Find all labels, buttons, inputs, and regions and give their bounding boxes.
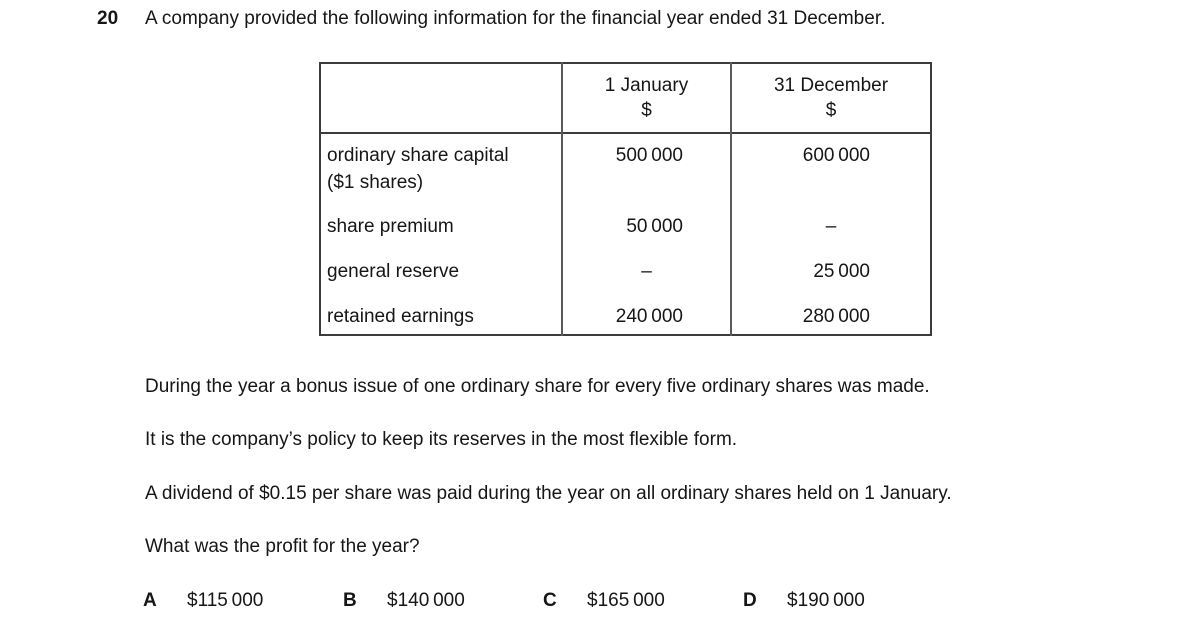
value-cell: 600 000: [730, 133, 931, 205]
option-d: D $190 000: [743, 589, 943, 613]
column-unit: $: [641, 100, 652, 121]
value-cell: 280 000: [730, 295, 931, 335]
option-c: C $165 000: [543, 589, 743, 613]
option-b: B $140 000: [343, 589, 543, 613]
row-label: ordinary share capital ($1 shares): [327, 145, 509, 193]
paragraph-reserves-policy: It is the company’s policy to keep its r…: [145, 429, 738, 450]
option-letter: B: [343, 590, 357, 611]
question-number: 20: [97, 8, 119, 29]
value-cell: –: [730, 205, 931, 250]
value-cell: 500 000: [561, 133, 731, 205]
column-label: 1 January: [604, 75, 689, 96]
question-prompt: What was the profit for the year?: [145, 536, 420, 557]
answer-options: A $115 000 B $140 000 C $165 000 D $190 …: [143, 589, 943, 613]
option-value: $190 000: [787, 590, 865, 611]
value-cell: 240 000: [561, 295, 731, 335]
question-text: A company provided the following informa…: [145, 8, 886, 29]
question-header: 20 A company provided the following infor…: [97, 7, 885, 31]
option-letter: A: [143, 590, 157, 611]
column-unit: $: [825, 100, 837, 121]
row-label: share premium: [327, 216, 454, 237]
row-label: general reserve: [327, 261, 460, 282]
option-value: $140 000: [387, 590, 465, 611]
header-empty-cell: [320, 63, 562, 133]
table-row-ordinary-share-capital: ordinary share capital ($1 shares) 500 0…: [320, 133, 931, 205]
financial-info-table: 1 January $ 31 December $ ordinary share…: [319, 62, 932, 336]
table-row-share-premium: share premium 50 000 –: [320, 205, 931, 250]
value-cell: 25 000: [730, 250, 931, 295]
paragraph-dividend: A dividend of $0.15 per share was paid d…: [145, 483, 952, 504]
value-cell: –: [561, 250, 731, 295]
option-letter: C: [543, 590, 557, 611]
option-value: $165 000: [587, 590, 665, 611]
header-31-december: 31 December $: [730, 63, 931, 133]
header-1-january: 1 January $: [561, 63, 731, 133]
paragraph-bonus-issue: During the year a bonus issue of one ord…: [145, 376, 930, 397]
table-header-row: 1 January $ 31 December $: [320, 63, 931, 133]
row-label: retained earnings: [327, 306, 474, 327]
table-row-general-reserve: general reserve – 25 000: [320, 250, 931, 295]
value-cell: 50 000: [561, 205, 731, 250]
column-label: 31 December: [773, 75, 889, 96]
table-row-retained-earnings: retained earnings 240 000 280 000: [320, 295, 931, 335]
option-value: $115 000: [187, 590, 264, 611]
option-a: A $115 000: [143, 589, 343, 613]
option-letter: D: [743, 590, 757, 611]
